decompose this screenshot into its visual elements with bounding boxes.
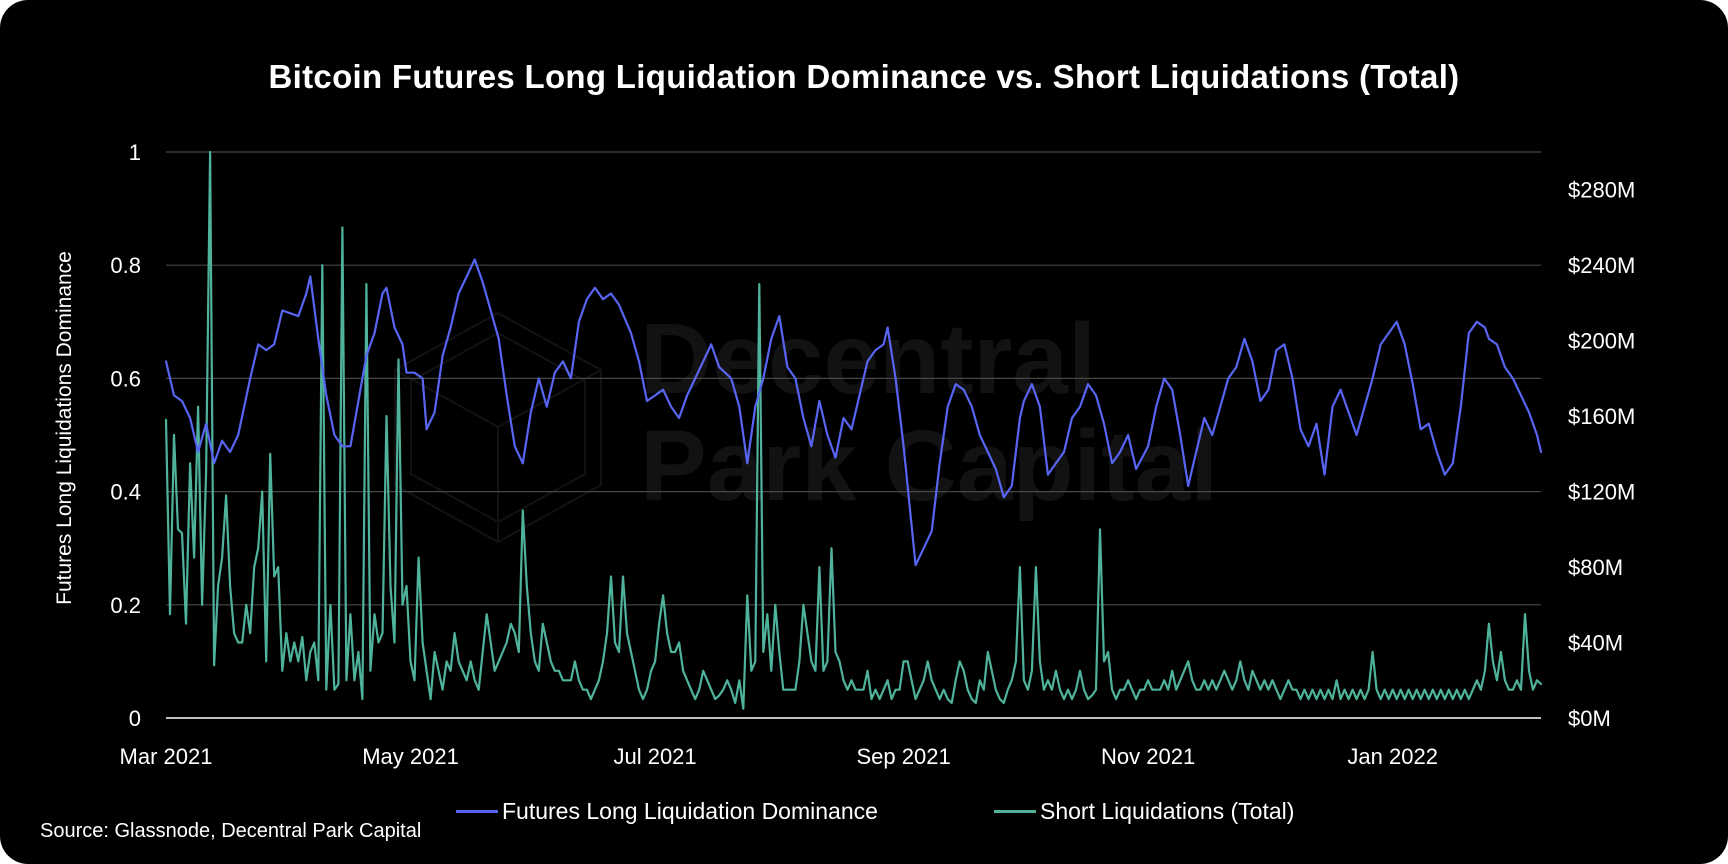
- x-tick-label-4: Nov 2021: [1101, 744, 1195, 769]
- x-tick-label-2: Jul 2021: [613, 744, 696, 769]
- y-left-ticks: 0 0.2 0.4 0.6 0.8 1: [110, 140, 141, 731]
- y-left-axis-label: Futures Long Liquidations Dominance: [53, 251, 76, 605]
- y-right-tick-label-2: $80M: [1568, 555, 1623, 580]
- y-right-tick-label-5: $200M: [1568, 329, 1635, 354]
- legend-label-long-dominance: Futures Long Liquidation Dominance: [502, 798, 878, 824]
- y-right-tick-label-3: $120M: [1568, 480, 1635, 505]
- series-line-long-dominance: [164, 258, 1543, 567]
- y-right-tick-label-4: $160M: [1568, 404, 1635, 429]
- x-tick-label-3: Sep 2021: [857, 744, 951, 769]
- x-tick-label-5: Jan 2022: [1347, 744, 1438, 769]
- x-tick-label-0: Mar 2021: [120, 744, 213, 769]
- y-right-tick-label-6: $240M: [1568, 253, 1635, 278]
- x-tick-label-1: May 2021: [362, 744, 459, 769]
- legend-item-long-dominance: Futures Long Liquidation Dominance: [456, 798, 878, 825]
- y-right-tick-label-1: $40M: [1568, 631, 1623, 656]
- y-left-tick-label-0: 0: [129, 706, 141, 731]
- series-layer: [164, 150, 1543, 710]
- watermark-logo: [394, 311, 602, 544]
- grid: [166, 151, 1541, 606]
- watermark-line2: Park Capital: [640, 410, 1218, 522]
- chart-title: Bitcoin Futures Long Liquidation Dominan…: [268, 58, 1460, 95]
- series-line-short-liquidations: [164, 150, 1543, 710]
- legend-item-short-liquidations: Short Liquidations (Total): [994, 798, 1294, 825]
- legend-swatch-long-dominance: [456, 810, 498, 813]
- y-right-tick-label-0: $0M: [1568, 706, 1611, 731]
- legend-label-short-liquidations: Short Liquidations (Total): [1040, 798, 1295, 824]
- source-note: Source: Glassnode, Decentral Park Capita…: [40, 820, 422, 842]
- y-right-tick-label-7: $280M: [1568, 178, 1635, 203]
- y-left-tick-label-2: 0.4: [110, 480, 141, 505]
- y-left-tick-label-3: 0.6: [110, 366, 141, 391]
- legend-swatch-short-liquidations: [994, 810, 1036, 813]
- x-ticks: Mar 2021 May 2021 Jul 2021 Sep 2021 Nov 2021…: [120, 744, 1438, 769]
- y-left-tick-label-5: 1: [129, 140, 141, 165]
- y-left-tick-label-4: 0.8: [110, 253, 141, 278]
- y-left-tick-label-1: 0.2: [110, 593, 141, 618]
- y-right-ticks: $0M $40M $80M $120M $160M $200M $240M $280M: [1568, 178, 1635, 731]
- watermark: Decentral Park Capital: [394, 303, 1218, 544]
